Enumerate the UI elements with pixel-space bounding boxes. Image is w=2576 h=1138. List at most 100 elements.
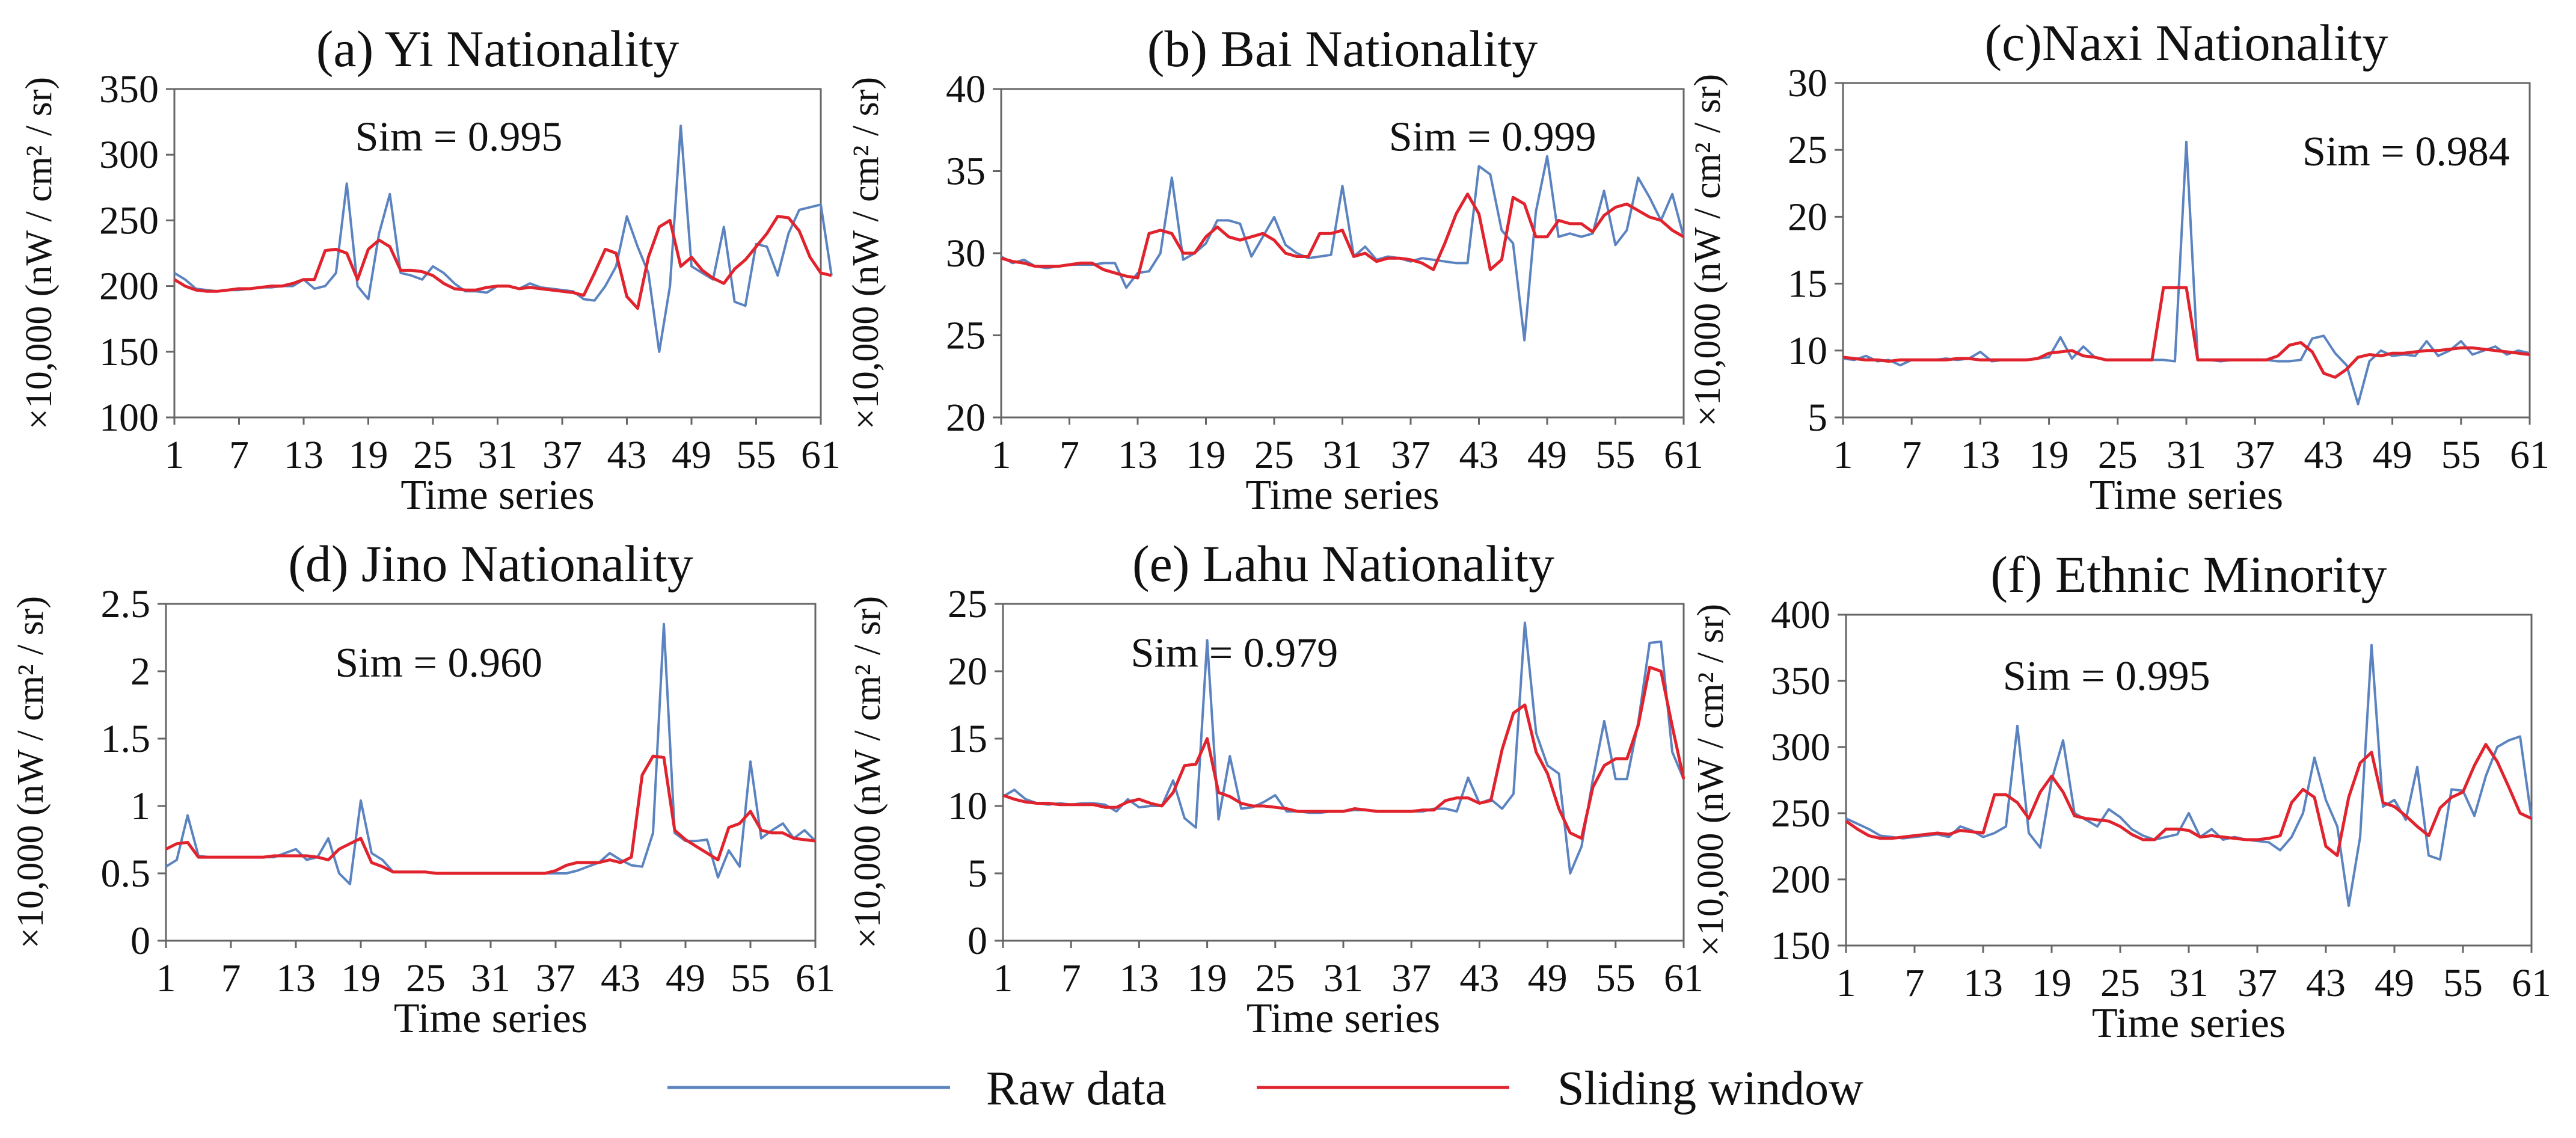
- y-tick-label: 20: [946, 396, 986, 440]
- chart-title: (a) Yi Nationality: [316, 20, 679, 78]
- x-tick-label: 31: [471, 956, 511, 1000]
- chart-title: (c)Naxi Nationality: [1984, 14, 2388, 72]
- x-tick-label: 1: [165, 433, 185, 477]
- y-tick-label: 1: [130, 784, 150, 828]
- x-tick-label: 19: [349, 433, 388, 477]
- x-tick-label: 37: [542, 433, 582, 477]
- x-axis-label: Time series: [1247, 995, 1440, 1042]
- x-tick-label: 43: [2306, 961, 2346, 1005]
- x-tick-label: 61: [1664, 433, 1704, 477]
- series-line-sliding-window: [1845, 743, 2533, 857]
- chart-panel-e: (e) Lahu Nationality 0 5 10 15 20 25 1 7 13 19 25 31…: [847, 535, 1704, 1042]
- x-tick-label: 43: [607, 433, 647, 477]
- x-tick-label: 61: [796, 956, 835, 1000]
- y-tick-label: 15: [948, 717, 987, 761]
- similarity-annotation: Sim = 0.995: [355, 114, 563, 160]
- series-line-raw-data: [1842, 140, 2530, 405]
- legend-raw-label: Raw data: [986, 1062, 1167, 1115]
- x-tick-label: 7: [1902, 433, 1922, 477]
- series-line-sliding-window: [165, 754, 816, 875]
- x-tick-label: 55: [1596, 433, 1636, 477]
- y-tick-label: 250: [1771, 792, 1830, 835]
- x-tick-label: 19: [1186, 433, 1226, 477]
- chart-panel-a: (a) Yi Nationality 100 150 200 250 300 350 1 7 13…: [19, 20, 841, 518]
- x-tick-label: 43: [1459, 956, 1499, 1000]
- y-tick-label: 250: [99, 198, 159, 242]
- y-tick-label: 40: [946, 67, 986, 111]
- legend-sliding-label: Sliding window: [1557, 1062, 1863, 1115]
- x-tick-label: 61: [2510, 433, 2550, 477]
- x-tick-label: 25: [406, 956, 446, 1000]
- y-tick-label: 0: [130, 919, 150, 963]
- x-axis-label: Time series: [400, 472, 594, 518]
- x-tick-label: 19: [341, 956, 381, 1000]
- x-tick-label: 37: [2237, 961, 2277, 1005]
- y-tick-label: 350: [99, 67, 159, 111]
- y-axis-label: ×10,000 (nW / cm² / sr): [845, 77, 886, 429]
- x-tick-label: 49: [1528, 956, 1568, 1000]
- x-tick-label: 43: [601, 956, 640, 1000]
- x-tick-label: 13: [1118, 433, 1158, 477]
- y-axis-label: ×10,000 (nW / cm² / sr): [847, 596, 888, 949]
- x-tick-label: 7: [1905, 961, 1925, 1005]
- chart-title: (d) Jino Nationality: [288, 535, 693, 592]
- x-tick-label: 25: [1254, 433, 1294, 477]
- x-tick-label: 25: [1256, 956, 1295, 1000]
- chart-title: (e) Lahu Nationality: [1132, 535, 1554, 592]
- similarity-annotation: Sim = 0.984: [2302, 129, 2510, 175]
- y-tick-label: 400: [1771, 593, 1830, 637]
- x-tick-label: 31: [1323, 956, 1363, 1000]
- x-tick-label: 31: [478, 433, 518, 477]
- x-tick-label: 13: [1960, 433, 2000, 477]
- y-tick-label: 15: [1788, 262, 1827, 306]
- x-tick-label: 31: [2169, 961, 2209, 1005]
- x-tick-label: 55: [731, 956, 770, 1000]
- x-axis-label: Time series: [2092, 1000, 2286, 1047]
- x-tick-label: 55: [2443, 961, 2483, 1005]
- y-tick-label: 35: [946, 150, 986, 194]
- similarity-annotation: Sim = 0.979: [1130, 630, 1338, 676]
- y-tick-label: 2: [130, 650, 150, 694]
- y-axis-label: ×10,000 (nW / cm² / sr): [10, 596, 51, 949]
- x-tick-label: 1: [1833, 433, 1853, 477]
- y-tick-label: 10: [1788, 329, 1827, 373]
- series-line-sliding-window: [1002, 665, 1685, 840]
- y-tick-label: 150: [1771, 924, 1830, 968]
- y-tick-label: 25: [946, 314, 986, 358]
- x-tick-label: 37: [2235, 433, 2275, 477]
- y-tick-label: 200: [1771, 858, 1830, 902]
- x-tick-label: 55: [1596, 956, 1636, 1000]
- y-tick-label: 20: [1788, 195, 1827, 239]
- x-tick-label: 13: [276, 956, 316, 1000]
- similarity-annotation: Sim = 0.960: [335, 640, 542, 686]
- chart-panel-b: (b) Bai Nationality 20 25 30 35 40 1 7 13 19 25 31 3…: [845, 20, 1704, 518]
- x-tick-label: 7: [1060, 433, 1079, 477]
- x-tick-label: 7: [1061, 956, 1081, 1000]
- series-line-raw-data: [1001, 155, 1685, 342]
- y-tick-label: 300: [1771, 725, 1830, 769]
- x-tick-label: 25: [2098, 433, 2138, 477]
- x-tick-label: 1: [1836, 961, 1856, 1005]
- x-tick-label: 19: [2029, 433, 2069, 477]
- x-tick-label: 31: [1323, 433, 1363, 477]
- x-axis-label: Time series: [1245, 472, 1439, 518]
- x-tick-label: 49: [2373, 433, 2412, 477]
- x-tick-label: 37: [1391, 433, 1431, 477]
- x-axis-label: Time series: [2090, 472, 2283, 518]
- y-axis-label: ×10,000 (nW / cm² / sr): [19, 77, 60, 429]
- x-tick-label: 61: [801, 433, 841, 477]
- x-tick-label: 19: [1188, 956, 1227, 1000]
- y-tick-label: 200: [99, 265, 159, 309]
- x-tick-label: 37: [536, 956, 575, 1000]
- y-tick-label: 20: [948, 650, 987, 694]
- series-line-sliding-window: [173, 215, 832, 310]
- x-tick-label: 13: [1963, 961, 2003, 1005]
- similarity-annotation: Sim = 0.999: [1389, 114, 1596, 160]
- y-tick-label: 5: [1808, 396, 1827, 440]
- y-tick-label: 25: [948, 582, 987, 626]
- x-tick-label: 43: [2304, 433, 2343, 477]
- y-tick-label: 10: [948, 784, 987, 828]
- x-tick-label: 49: [2375, 961, 2414, 1005]
